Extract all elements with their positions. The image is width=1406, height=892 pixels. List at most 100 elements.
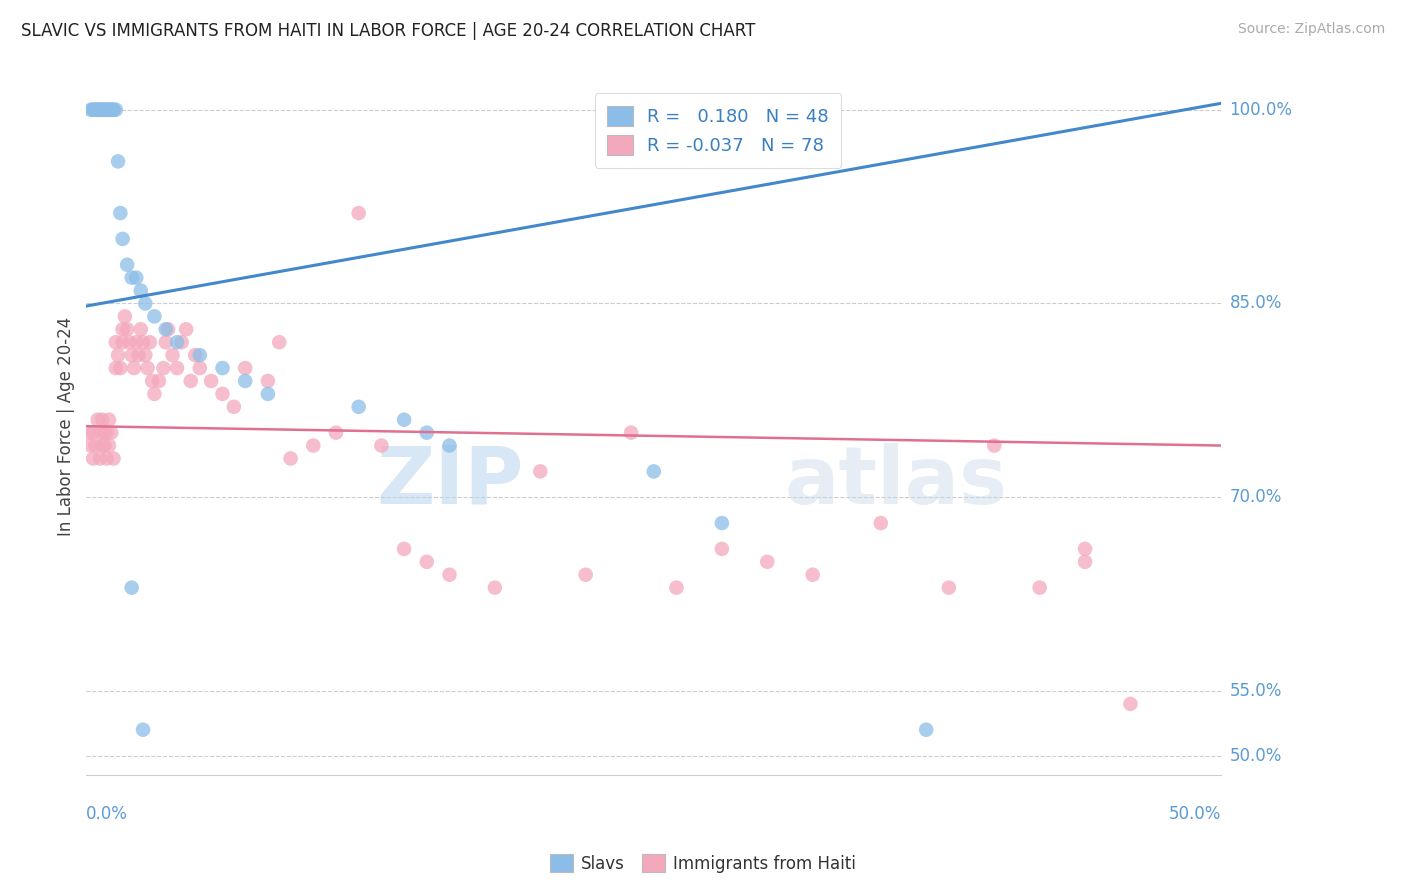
Point [96, 103, 118, 117]
Point [104, 335, 127, 350]
Point [98, 103, 121, 117]
Point [84, 103, 107, 117]
Point [166, 361, 188, 376]
Point [416, 555, 439, 569]
Point [134, 348, 156, 362]
Text: atlas: atlas [785, 443, 1008, 521]
Point [91, 103, 114, 117]
Point [77, 425, 100, 440]
Point [125, 335, 148, 350]
Point [134, 296, 156, 310]
Point [115, 258, 138, 272]
Point [91, 439, 114, 453]
Point [93, 103, 115, 117]
Point [104, 103, 127, 117]
Point [139, 335, 162, 350]
Point [107, 348, 129, 362]
Point [91, 413, 114, 427]
Point [188, 361, 211, 376]
Point [84, 439, 107, 453]
Point [111, 335, 134, 350]
Point [132, 723, 155, 737]
Point [100, 425, 122, 440]
Point [575, 567, 598, 582]
Point [93, 439, 115, 453]
Point [152, 361, 174, 376]
Point [643, 464, 665, 478]
Text: 100.0%: 100.0% [1230, 101, 1292, 119]
Point [89, 451, 111, 466]
Point [121, 581, 143, 595]
Point [103, 103, 125, 117]
Point [91, 103, 114, 117]
Point [392, 541, 415, 556]
Text: 50.0%: 50.0% [1230, 747, 1282, 764]
Point [325, 425, 347, 440]
Point [114, 310, 136, 324]
Point [180, 374, 202, 388]
Point [347, 206, 370, 220]
Point [200, 374, 222, 388]
Point [392, 413, 415, 427]
Point [82, 103, 104, 117]
Point [166, 335, 188, 350]
Point [86, 103, 108, 117]
Point [80, 103, 103, 117]
Text: Source: ZipAtlas.com: Source: ZipAtlas.com [1237, 22, 1385, 37]
Point [184, 348, 207, 362]
Point [211, 361, 233, 376]
Point [439, 567, 461, 582]
Text: 55.0%: 55.0% [1230, 682, 1282, 700]
Point [89, 425, 111, 440]
Point [121, 348, 143, 362]
Point [222, 400, 245, 414]
Point [104, 361, 127, 376]
Point [148, 374, 170, 388]
Point [91, 103, 114, 117]
Point [82, 103, 104, 117]
Point [141, 374, 163, 388]
Point [115, 322, 138, 336]
Point [370, 439, 392, 453]
Point [915, 723, 938, 737]
Point [155, 322, 177, 336]
Point [269, 335, 291, 350]
Point [80, 439, 103, 453]
Point [98, 413, 121, 427]
Point [257, 374, 280, 388]
Point [93, 425, 115, 440]
Point [86, 413, 108, 427]
Point [233, 374, 256, 388]
Point [665, 581, 688, 595]
Point [96, 451, 118, 466]
Text: 0.0%: 0.0% [86, 805, 128, 823]
Text: ZIP: ZIP [375, 443, 523, 521]
Point [756, 555, 779, 569]
Point [125, 270, 148, 285]
Point [128, 348, 150, 362]
Point [129, 284, 152, 298]
Point [620, 425, 643, 440]
Point [347, 400, 370, 414]
Point [801, 567, 824, 582]
Point [132, 335, 155, 350]
Text: 70.0%: 70.0% [1230, 488, 1282, 507]
Point [302, 439, 325, 453]
Point [96, 425, 118, 440]
Legend: Slavs, Immigrants from Haiti: Slavs, Immigrants from Haiti [543, 847, 863, 880]
Point [869, 516, 891, 530]
Text: 85.0%: 85.0% [1230, 294, 1282, 312]
Point [111, 232, 134, 246]
Point [257, 387, 280, 401]
Point [211, 387, 233, 401]
Point [529, 464, 551, 478]
Point [129, 322, 152, 336]
Point [710, 541, 733, 556]
Point [82, 451, 104, 466]
Legend: R =   0.180   N = 48, R = -0.037   N = 78: R = 0.180 N = 48, R = -0.037 N = 78 [595, 94, 841, 168]
Point [938, 581, 960, 595]
Point [96, 103, 118, 117]
Point [188, 348, 211, 362]
Point [1074, 541, 1097, 556]
Point [280, 451, 302, 466]
